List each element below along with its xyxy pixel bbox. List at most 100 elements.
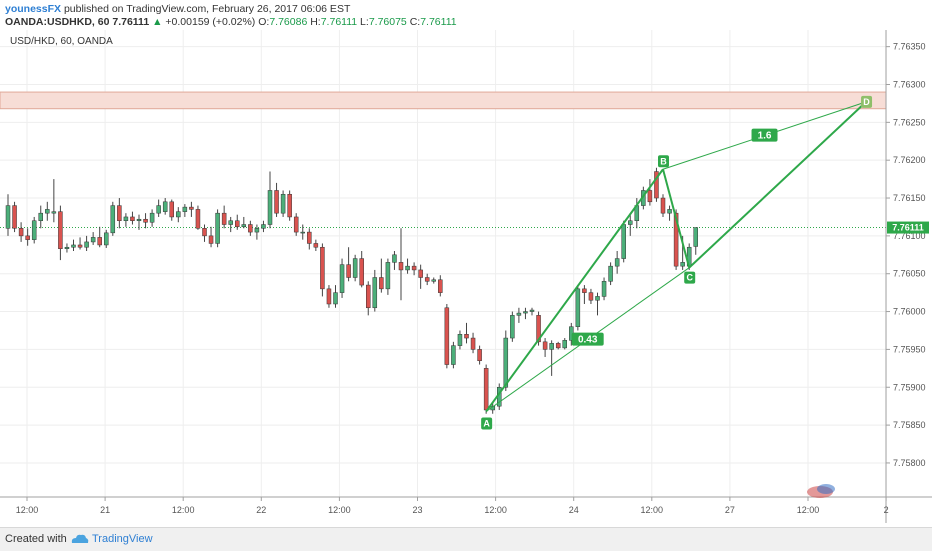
close-value: 7.76111 <box>420 16 457 28</box>
candle-body <box>90 237 96 243</box>
candle <box>123 213 129 227</box>
candle-body <box>673 212 679 267</box>
candle-body <box>274 190 279 214</box>
candle-body <box>549 343 554 350</box>
candle-body <box>25 235 30 240</box>
change-value: +0.00159 (+0.02%) <box>165 16 256 28</box>
candle <box>424 273 430 286</box>
x-tick-label: 24 <box>569 505 579 515</box>
candle-body <box>77 244 83 248</box>
candle-body <box>261 224 266 229</box>
candle-body <box>97 237 102 246</box>
candle <box>562 338 567 350</box>
candle-body <box>464 334 469 339</box>
candle <box>523 307 528 320</box>
pattern-leg <box>688 101 867 269</box>
candle <box>130 211 135 225</box>
candle-body <box>326 288 332 305</box>
price-chart[interactable]: 0.43 1.6 A B C D 7.76350 7.76300 7.76250 7.76200… <box>0 30 932 527</box>
candle-body <box>595 296 600 301</box>
candle-body <box>339 264 345 293</box>
candle-body <box>31 220 37 240</box>
candle-body <box>307 231 312 244</box>
candle-body <box>555 343 561 349</box>
candle <box>77 237 83 250</box>
candle-body <box>58 211 63 249</box>
candle-body <box>300 231 305 234</box>
candle-body <box>162 201 168 212</box>
candle-body <box>431 279 436 282</box>
candle-body <box>477 349 482 362</box>
candle <box>169 199 174 221</box>
candle-body <box>313 243 319 248</box>
candle-body <box>614 258 620 267</box>
candle <box>628 213 633 236</box>
y-tick-label: 7.75950 <box>893 344 926 354</box>
candle <box>287 190 292 221</box>
candle-body <box>169 201 174 218</box>
candle <box>254 224 260 240</box>
author-link[interactable]: younessFX <box>5 3 62 15</box>
candle-body <box>582 288 587 293</box>
low-value: 7.76075 <box>368 16 407 28</box>
candle <box>693 227 698 255</box>
candle-body <box>372 277 378 309</box>
candle-body <box>470 337 476 350</box>
candle <box>228 216 233 233</box>
tradingview-cloud-icon[interactable] <box>70 532 90 546</box>
candle-body <box>143 218 148 223</box>
ratio-label: 0.43 <box>578 335 598 346</box>
candle <box>352 254 358 282</box>
candle-body <box>123 216 129 221</box>
candle-body <box>12 205 17 229</box>
candle <box>313 239 319 252</box>
y-tick-label: 7.76150 <box>893 193 926 203</box>
candle-body <box>235 220 240 228</box>
candles <box>5 167 698 414</box>
candle-body <box>352 258 358 278</box>
candle <box>555 341 561 350</box>
candle-body <box>346 264 351 278</box>
y-tick-label: 7.76050 <box>893 269 926 279</box>
candle-body <box>608 265 613 282</box>
candle-body <box>136 218 142 221</box>
candle <box>58 205 63 261</box>
candle <box>215 209 220 248</box>
candle-body <box>379 277 384 290</box>
candle <box>84 235 89 252</box>
x-tick-label: 23 <box>412 505 422 515</box>
candle-body <box>117 205 122 221</box>
candle-body <box>621 224 626 259</box>
candle <box>280 190 286 217</box>
created-with-text: Created with <box>5 533 67 545</box>
abcd-pattern: 0.43 1.6 A B C D <box>481 95 873 430</box>
high-value: 7.76111 <box>320 16 358 28</box>
candle-body <box>516 312 522 316</box>
pattern-point-badge <box>481 417 493 430</box>
candle <box>136 214 142 230</box>
candle <box>293 213 299 236</box>
candle-body <box>45 209 50 214</box>
candle <box>595 292 600 316</box>
candle <box>5 194 11 236</box>
candle-body <box>385 262 391 290</box>
candle <box>208 226 214 248</box>
candle <box>267 171 273 229</box>
tradingview-link[interactable]: TradingView <box>92 533 153 545</box>
candle <box>359 251 364 288</box>
candle <box>529 307 535 316</box>
candle-body <box>510 315 515 339</box>
candle <box>575 285 581 331</box>
candle-body <box>293 216 299 233</box>
published-text: published on TradingView.com, February 2… <box>63 3 351 15</box>
candle-body <box>523 311 528 314</box>
candle <box>25 228 30 246</box>
candle-body <box>654 171 659 199</box>
candle-body <box>156 205 161 214</box>
candle-body <box>84 241 89 248</box>
last-price-label: 7.76111 <box>892 223 924 233</box>
candle <box>326 285 332 308</box>
candle-body <box>248 224 253 233</box>
y-tick-label: 7.76300 <box>893 79 926 89</box>
candle <box>90 232 96 245</box>
